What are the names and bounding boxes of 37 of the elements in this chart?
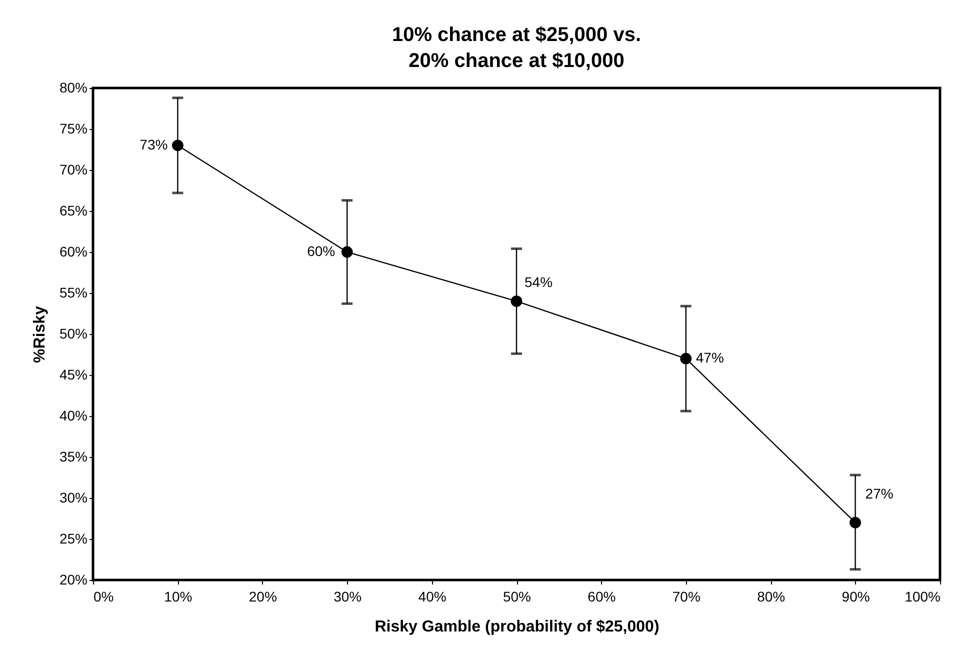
y-tick-label: 80%	[59, 80, 88, 96]
x-axis-title: Risky Gamble (probability of $25,000)	[374, 618, 660, 636]
y-tick-label: 40%	[59, 408, 88, 424]
data-label: 54%	[524, 274, 553, 290]
chart-title: 10% chance at $25,000 vs. 20% chance at $10,000	[392, 24, 642, 72]
y-tick-label: 65%	[59, 202, 88, 218]
data-label: 47%	[696, 350, 724, 366]
x-tick-label: 20%	[248, 588, 277, 604]
data-label: 60%	[307, 243, 336, 259]
x-tick-label: 70%	[672, 588, 700, 604]
x-tick-label: 0%	[94, 588, 114, 604]
y-tick-label: 55%	[59, 284, 88, 300]
data-label: 73%	[140, 136, 168, 152]
x-tick-label: 60%	[588, 588, 616, 604]
point	[510, 296, 522, 307]
x-tick-label: 90%	[842, 588, 870, 604]
y-tick-label: 60%	[59, 244, 88, 260]
y-tick-label: 70%	[59, 162, 88, 178]
x-tick-label: 100%	[904, 588, 940, 604]
x-tick-label: 80%	[757, 588, 786, 604]
point	[172, 140, 184, 152]
point	[850, 516, 861, 528]
x-tick-label: 50%	[502, 588, 532, 604]
x-tick-label: 30%	[334, 588, 362, 604]
y-tick-label: 20%	[59, 572, 88, 588]
point	[680, 352, 692, 364]
y-tick-label: 35%	[59, 448, 88, 464]
x-tick-label: 40%	[418, 588, 446, 604]
point	[341, 246, 353, 258]
y-tick-label: 25%	[59, 530, 88, 546]
y-tick-label: 30%	[59, 490, 88, 506]
data-label: 27%	[865, 486, 894, 502]
y-tick-label: 75%	[59, 120, 88, 136]
x-tick-label: 10%	[164, 588, 192, 604]
y-tick-label: 45%	[59, 366, 88, 382]
y-tick-label: 50%	[59, 326, 88, 342]
y-axis-title: %Risky	[31, 306, 48, 363]
